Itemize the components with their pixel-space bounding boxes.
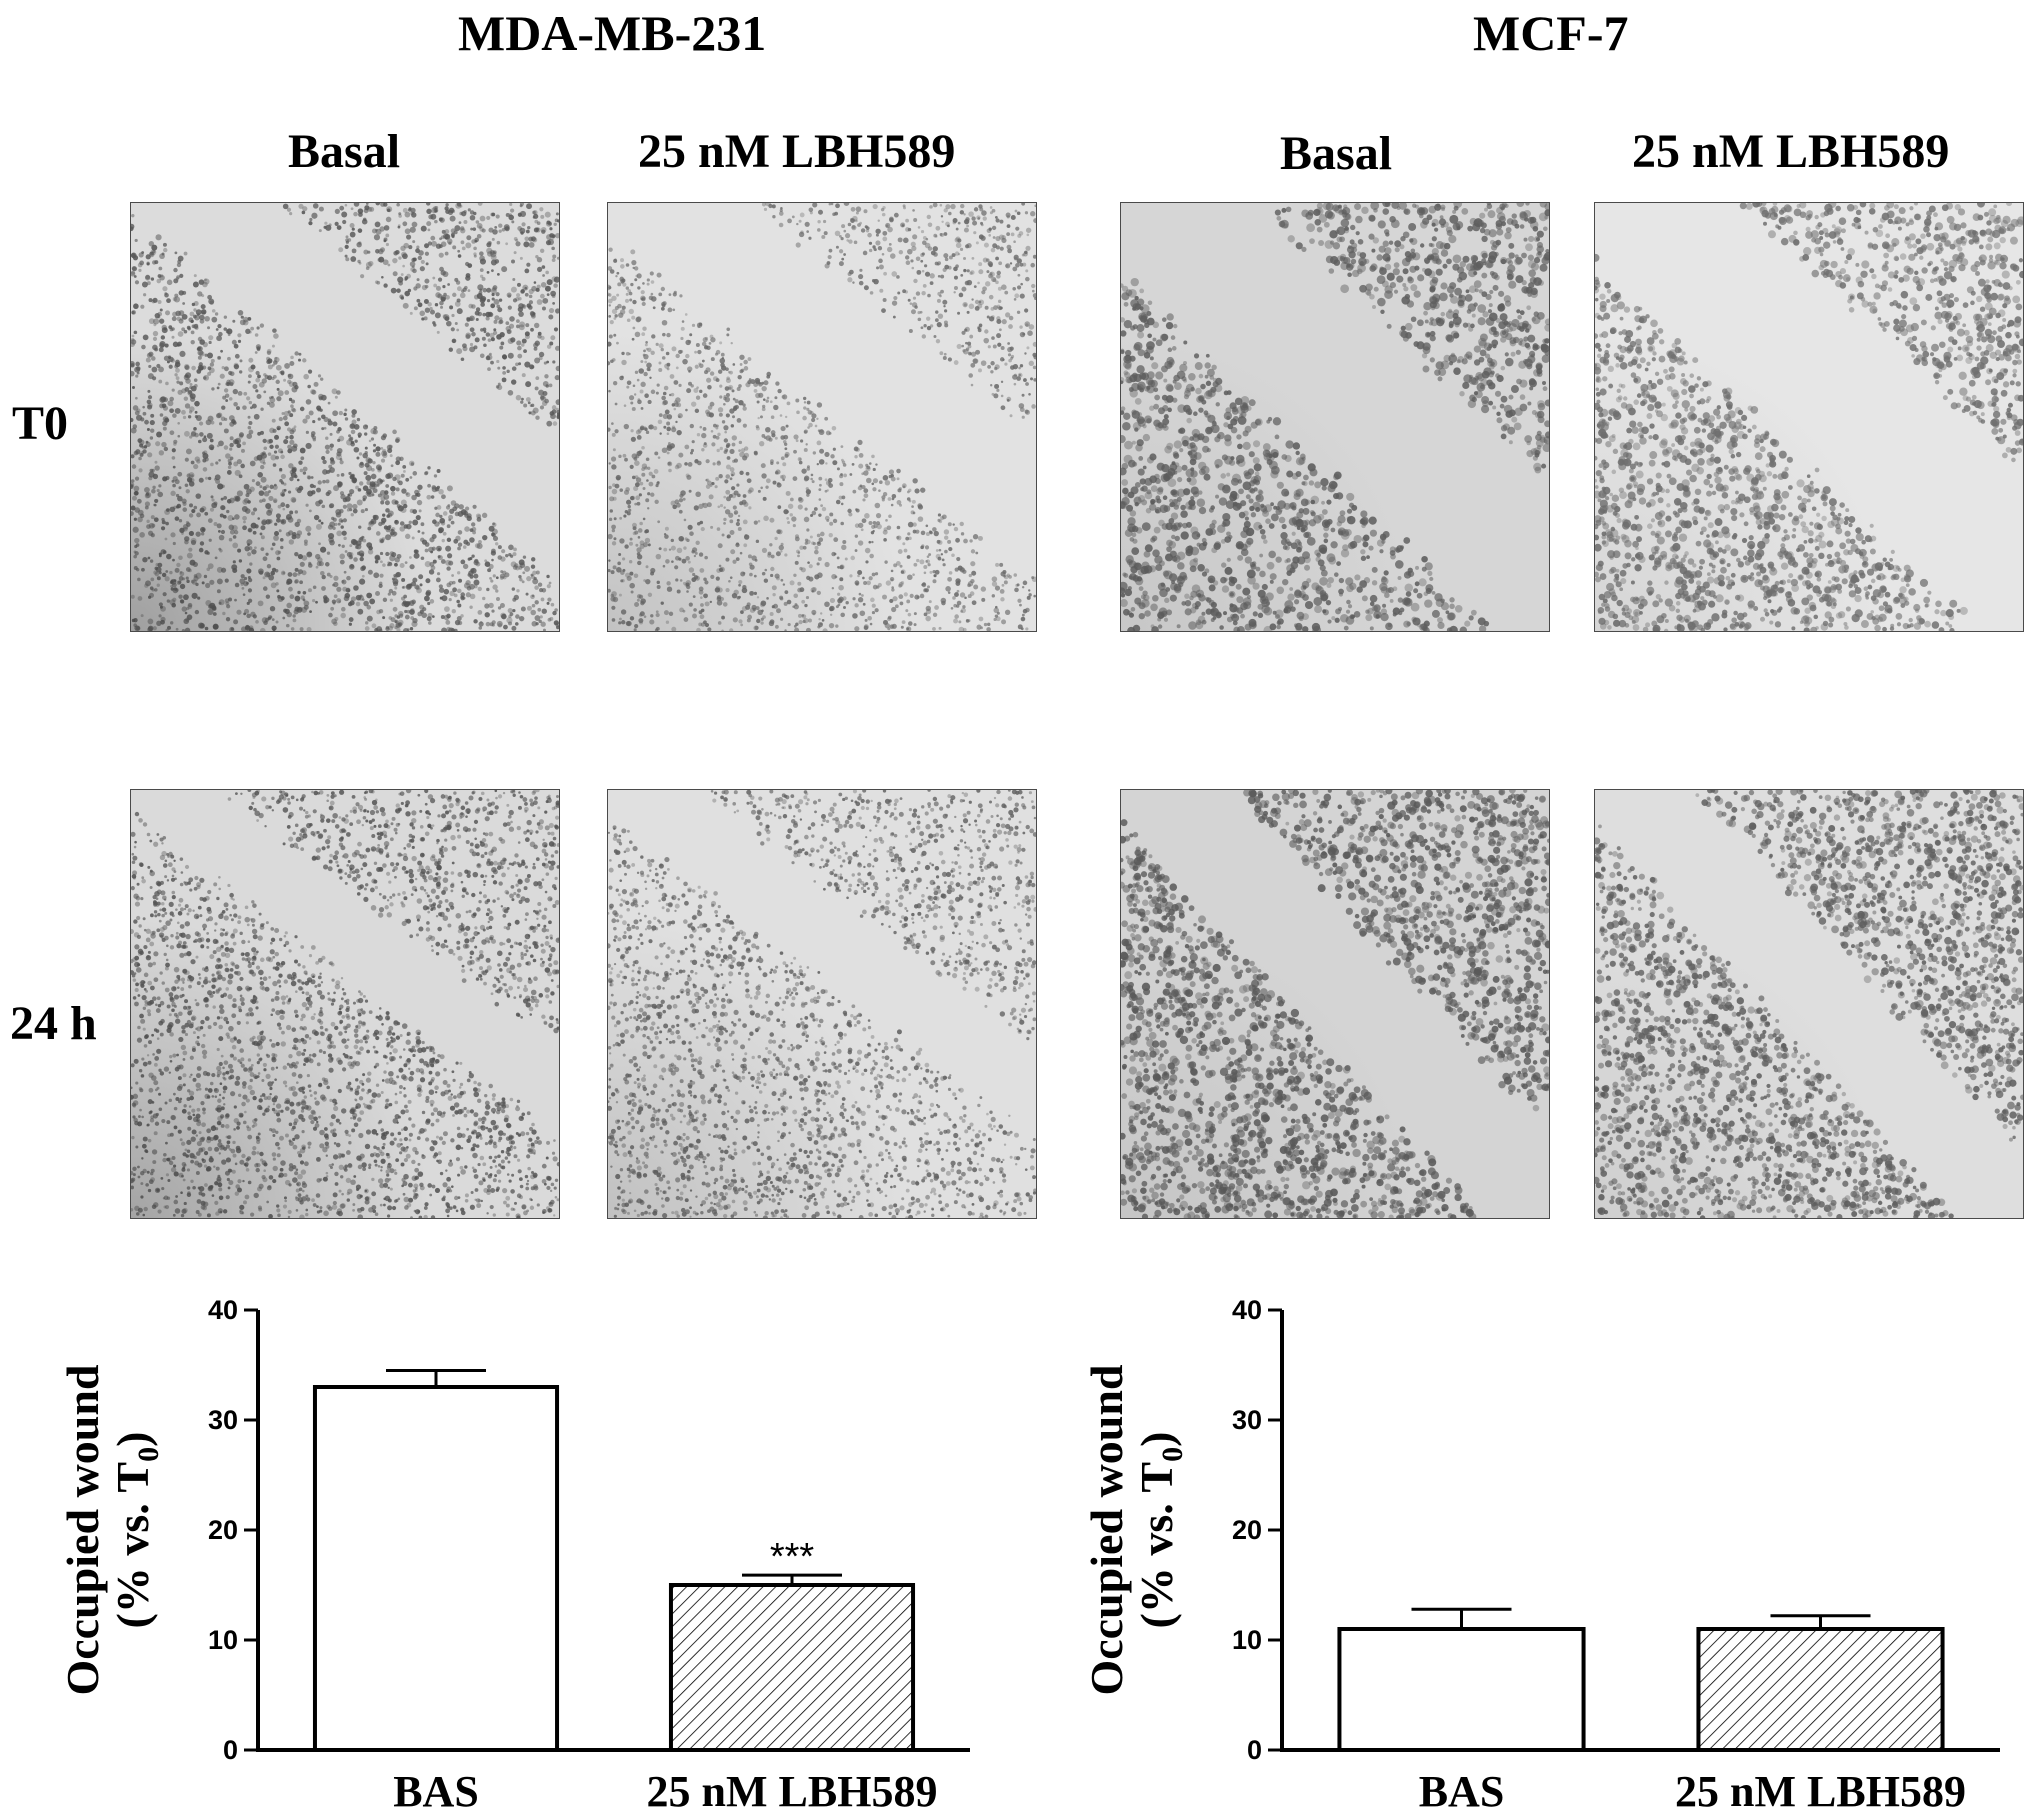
bar-bas — [1337, 1627, 1586, 1752]
micrograph-mcf7-basal-24h — [1120, 789, 1550, 1219]
y-tick-label: 30 — [208, 1405, 238, 1435]
y-tick-label: 10 — [208, 1625, 238, 1655]
row-label-t0: T0 — [12, 397, 69, 450]
bar-chart-mcf7: 0 10 20 30 40 BAS 25 nM LBH589 Occupied wound (%… — [1081, 1295, 2000, 1816]
micrograph-texture — [1121, 203, 1549, 631]
micrograph-mda-basal-24h — [130, 789, 560, 1219]
column-label-mda-basal: Basal — [288, 125, 401, 178]
micrograph-mcf7-lbh589-24h — [1594, 789, 2024, 1219]
y-tick-label: 10 — [1232, 1625, 1262, 1655]
y-axis-label-line2: (% vs. T0) — [1131, 1432, 1189, 1629]
category-label: BAS — [393, 1767, 479, 1816]
micrograph-texture — [1121, 790, 1549, 1218]
category-label: BAS — [1419, 1767, 1505, 1816]
category-label: 25 nM LBH589 — [1675, 1767, 1966, 1816]
significance-label: *** — [770, 1536, 815, 1578]
y-tick-label: 30 — [1232, 1405, 1262, 1435]
bar-lbh589 — [668, 1583, 916, 1752]
cell-line-title-mda: MDA-MB-231 — [458, 5, 767, 61]
bar-chart-mda: 0 10 20 30 40 BAS *** 25 nM LBH589 Occupied woun… — [57, 1295, 970, 1816]
y-axis-label-line1: Occupied wound — [1081, 1364, 1132, 1695]
micrograph-mcf7-lbh589-t0 — [1594, 202, 2024, 632]
bar-bas — [312, 1385, 560, 1752]
micrograph-texture — [1595, 203, 2023, 631]
micrograph-mcf7-basal-t0 — [1120, 202, 1550, 632]
micrograph-texture — [1595, 790, 2023, 1218]
y-tick-label: 0 — [223, 1735, 238, 1765]
column-label-mcf7-lbh589: 25 nM LBH589 — [1632, 125, 1950, 178]
micrograph-texture — [608, 203, 1036, 631]
micrograph-mda-lbh589-24h — [607, 789, 1037, 1219]
y-tick-label: 20 — [1232, 1515, 1262, 1545]
y-tick-label: 40 — [208, 1295, 238, 1325]
micrograph-texture — [608, 790, 1036, 1218]
y-axis-label-line2: (% vs. T0) — [107, 1432, 165, 1629]
bar-lbh589 — [1696, 1627, 1945, 1752]
y-tick-label: 40 — [1232, 1295, 1262, 1325]
cell-line-title-mcf7: MCF-7 — [1473, 5, 1629, 61]
y-axis-label-line1: Occupied wound — [57, 1364, 108, 1695]
y-tick-label: 0 — [1247, 1735, 1262, 1765]
column-label-mcf7-basal: Basal — [1280, 127, 1393, 180]
micrograph-texture — [131, 203, 559, 631]
column-label-mda-lbh589: 25 nM LBH589 — [638, 125, 956, 178]
row-label-24h: 24 h — [10, 997, 97, 1050]
micrograph-mda-lbh589-t0 — [607, 202, 1037, 632]
micrograph-texture — [131, 790, 559, 1218]
category-label: 25 nM LBH589 — [647, 1767, 938, 1816]
micrograph-mda-basal-t0 — [130, 202, 560, 632]
y-tick-label: 20 — [208, 1515, 238, 1545]
